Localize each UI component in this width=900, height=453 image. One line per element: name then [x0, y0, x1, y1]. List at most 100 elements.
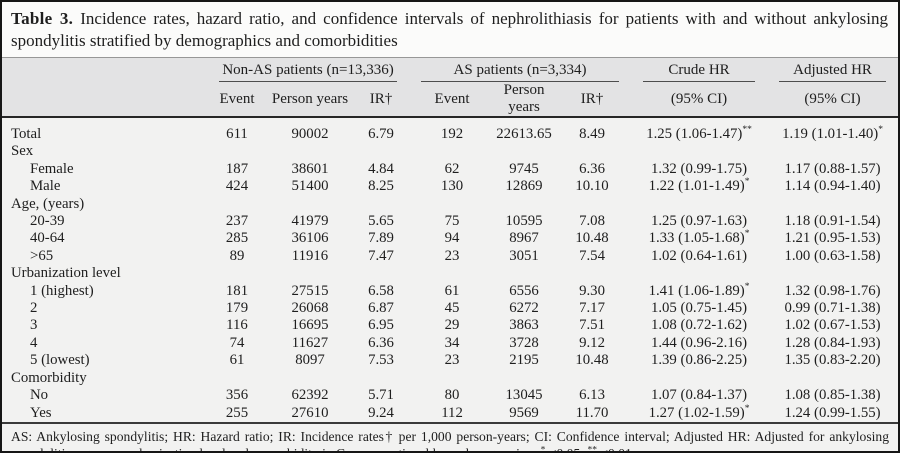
- table-caption-text: Incidence rates, hazard ratio, and confi…: [11, 9, 888, 50]
- value-cell: 3728: [509, 334, 539, 351]
- value-cell: 10595: [505, 213, 543, 230]
- crude-hr-cell: 1.27 (1.02-1.59)*: [648, 403, 750, 421]
- crude-hr-cell: 1.39 (0.86-2.25): [650, 352, 748, 369]
- table-row: Total 611 90002 6.79 192 22613.65 8.49 1.25 (1.…: [2, 117, 898, 143]
- crude-hr-cell: 1.05 (0.75-1.45): [650, 300, 748, 317]
- value-cell: 9.12: [579, 334, 605, 351]
- row-label: 4: [30, 334, 38, 351]
- value-cell: 10.48: [575, 230, 609, 247]
- footnote-text: AS: Ankylosing spondylitis; HR: Hazard r…: [11, 428, 889, 451]
- value-cell: 179: [225, 300, 249, 317]
- value-cell: 7.17: [579, 300, 605, 317]
- table-row: 1 (highest) 181 27515 6.58 61 6556 9.30 1.41 (1…: [2, 281, 898, 300]
- table-footnote: AS: Ankylosing spondylitis; HR: Hazard r…: [2, 421, 898, 453]
- adjusted-hr-cell: 1.19 (1.01-1.40)*: [782, 125, 883, 142]
- crude-hr-cell: 1.25 (0.97-1.63): [650, 213, 748, 230]
- adjusted-hr-cell: 0.99 (0.71-1.38): [784, 300, 881, 317]
- value-cell: 90002: [291, 126, 329, 142]
- table-row: 2 179 26068 6.87 45 6272 7.17 1.05 (0.75-1.45) 0…: [2, 300, 898, 317]
- col-group-crude-hr-label: Crude HR: [643, 60, 756, 82]
- significance-asterisk: **: [742, 125, 752, 136]
- adjusted-hr-cell: 1.24 (0.99-1.55): [784, 404, 881, 421]
- value-cell: 5.65: [368, 213, 394, 230]
- row-label: 5 (lowest): [30, 352, 90, 369]
- row-label: 1 (highest): [30, 282, 94, 299]
- significance-asterisk: *: [744, 229, 750, 240]
- value-cell: 8.49: [579, 126, 605, 142]
- adjusted-hr-cell: 1.00 (0.63-1.58): [784, 247, 881, 264]
- value-cell: 89: [229, 247, 245, 264]
- adjusted-hr-cell: 1.35 (0.83-2.20): [784, 352, 881, 369]
- value-cell: 22613.65: [496, 126, 552, 142]
- table-row: Male 424 51400 8.25 130 12869 10.10 1.22 (1.01-…: [2, 178, 898, 195]
- row-label: No: [30, 387, 49, 404]
- table-row: 20-39 237 41979 5.65 75 10595 7.08 1.25 (0.97-1…: [2, 213, 898, 230]
- adjusted-hr-cell: 1.14 (0.94-1.40): [784, 178, 881, 195]
- table-rows: Total 611 90002 6.79 192 22613.65 8.49 1.25 (1.…: [2, 117, 898, 422]
- crude-hr-cell: 1.25 (1.06-1.47)**: [646, 125, 752, 142]
- col-group-non-as-label: Non-AS patients (n=13,336): [219, 60, 398, 82]
- value-cell: 16695: [291, 317, 329, 334]
- value-cell: 23: [444, 247, 460, 264]
- value-cell: 75: [444, 213, 460, 230]
- value-cell: 237: [225, 213, 249, 230]
- table-row: 40-64 285 36106 7.89 94 8967 10.48 1.33 (1.05-1…: [2, 230, 898, 247]
- table-row: >65 89 11916 7.47 23 3051 7.54 1.02 (0.64-1.61)…: [2, 248, 898, 265]
- section-row: Age, (years): [2, 196, 898, 213]
- significance-asterisk: *: [744, 281, 750, 292]
- value-cell: 187: [225, 160, 249, 177]
- adjusted-hr-cell: 1.17 (0.88-1.57): [784, 160, 881, 177]
- section-empty-cells: [207, 143, 898, 160]
- col-header-as-person-years: Person years: [495, 82, 554, 118]
- value-cell: 4.84: [368, 160, 394, 177]
- col-header-non-as-ir: IR†: [353, 82, 410, 118]
- value-cell: 181: [225, 282, 249, 299]
- value-cell: 6556: [509, 282, 539, 299]
- value-cell: 27515: [291, 282, 329, 299]
- value-cell: 12869: [505, 178, 543, 195]
- value-cell: 5.71: [368, 387, 394, 404]
- value-cell: 8967: [509, 230, 539, 247]
- footnote-sig2-text: <0.01.: [597, 446, 635, 451]
- section-label: Age, (years): [11, 195, 85, 212]
- col-header-crude-ci: (95% CI): [631, 82, 768, 118]
- table-row: 3 116 16695 6.95 29 3863 7.51 1.08 (0.72-1.62) 1…: [2, 317, 898, 334]
- col-header-non-as-event: Event: [207, 82, 267, 118]
- value-cell: 356: [225, 387, 249, 404]
- row-label: 20-39: [30, 213, 65, 230]
- adjusted-hr-cell: 1.18 (0.91-1.54): [784, 213, 881, 230]
- significance-asterisk: *: [744, 403, 750, 414]
- value-cell: 9569: [509, 404, 539, 421]
- value-cell: 51400: [291, 178, 329, 195]
- footnote-sig1-asterisk: *: [540, 445, 546, 453]
- row-label: Yes: [30, 404, 52, 421]
- section-row: Comorbidity: [2, 370, 898, 387]
- value-cell: 36106: [291, 230, 329, 247]
- col-group-crude-hr: Crude HR: [631, 57, 768, 82]
- table-number: Table 3.: [11, 9, 74, 28]
- value-cell: 7.53: [368, 352, 394, 369]
- value-cell: 23: [444, 352, 460, 369]
- section-row: Urbanization level: [2, 265, 898, 282]
- crude-hr-cell: 1.02 (0.64-1.61): [650, 247, 748, 264]
- value-cell: 6.36: [579, 160, 605, 177]
- value-cell: 62392: [291, 387, 329, 404]
- section-empty-cells: [207, 370, 898, 387]
- crude-hr-cell: 1.07 (0.84-1.37): [650, 387, 748, 404]
- col-header-adjusted-ci: (95% CI): [767, 82, 898, 118]
- table-body-area: Non-AS patients (n=13,336) AS patients (…: [2, 57, 898, 422]
- value-cell: 13045: [505, 387, 543, 404]
- value-cell: 27610: [291, 404, 329, 421]
- table-row: 4 74 11627 6.36 34 3728 9.12 1.44 (0.96-2.16) 1.…: [2, 335, 898, 352]
- section-empty-cells: [207, 265, 898, 282]
- row-label: Total: [11, 126, 42, 142]
- value-cell: 7.47: [368, 247, 394, 264]
- value-cell: 255: [225, 404, 249, 421]
- value-cell: 112: [441, 404, 463, 421]
- significance-asterisk: *: [744, 177, 750, 188]
- value-cell: 192: [440, 126, 464, 142]
- value-cell: 11916: [291, 247, 329, 264]
- value-cell: 10.48: [575, 352, 609, 369]
- value-cell: 6272: [509, 300, 539, 317]
- header-sub-row: Event Person years IR† Event Person year…: [2, 82, 898, 118]
